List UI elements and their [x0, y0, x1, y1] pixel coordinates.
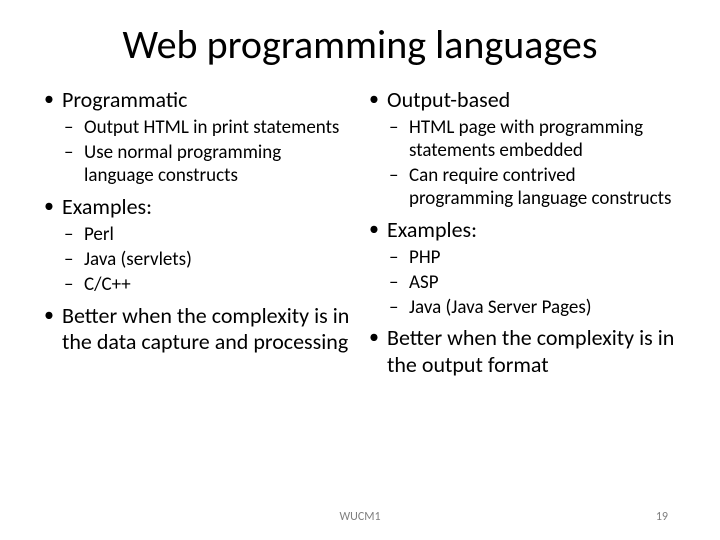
bullet-text: Examples:	[387, 216, 477, 243]
bullet-text: Programmatic	[62, 86, 187, 113]
bullet-examples-right: Examples: PHP ASP Java (Java Server Page…	[365, 217, 680, 320]
right-column: Output-based HTML page with programming …	[365, 87, 680, 382]
sub-bullet: Output HTML in print statements	[62, 117, 355, 140]
bullet-text: Output-based	[387, 86, 510, 113]
bullet-output-based: Output-based HTML page with programming …	[365, 87, 680, 211]
footer: WUCM1 19	[0, 510, 720, 524]
sub-bullet: PHP	[387, 247, 680, 270]
sub-bullet: C/C++	[62, 274, 355, 297]
sub-bullet: HTML page with programming statements em…	[387, 117, 680, 163]
sub-bullet: ASP	[387, 272, 680, 295]
sub-bullet: Can require contrived programming langua…	[387, 165, 680, 211]
sub-bullet: Use normal programming language construc…	[62, 142, 355, 188]
bullet-better-left: Better when the complexity is in the dat…	[40, 303, 355, 356]
slide-title: Web programming languages	[40, 20, 680, 69]
content-columns: Programmatic Output HTML in print statem…	[40, 87, 680, 382]
footer-label: WUCM1	[339, 510, 380, 524]
sub-bullet: Java (Java Server Pages)	[387, 297, 680, 320]
bullet-programmatic: Programmatic Output HTML in print statem…	[40, 87, 355, 188]
bullet-text: Examples:	[62, 193, 152, 220]
sub-bullet: Java (servlets)	[62, 249, 355, 272]
bullet-examples-left: Examples: Perl Java (servlets) C/C++	[40, 194, 355, 297]
left-column: Programmatic Output HTML in print statem…	[40, 87, 355, 382]
sub-bullet: Perl	[62, 224, 355, 247]
bullet-better-right: Better when the complexity is in the out…	[365, 325, 680, 378]
slide: Web programming languages Programmatic O…	[0, 0, 720, 540]
slide-number: 19	[656, 510, 668, 524]
